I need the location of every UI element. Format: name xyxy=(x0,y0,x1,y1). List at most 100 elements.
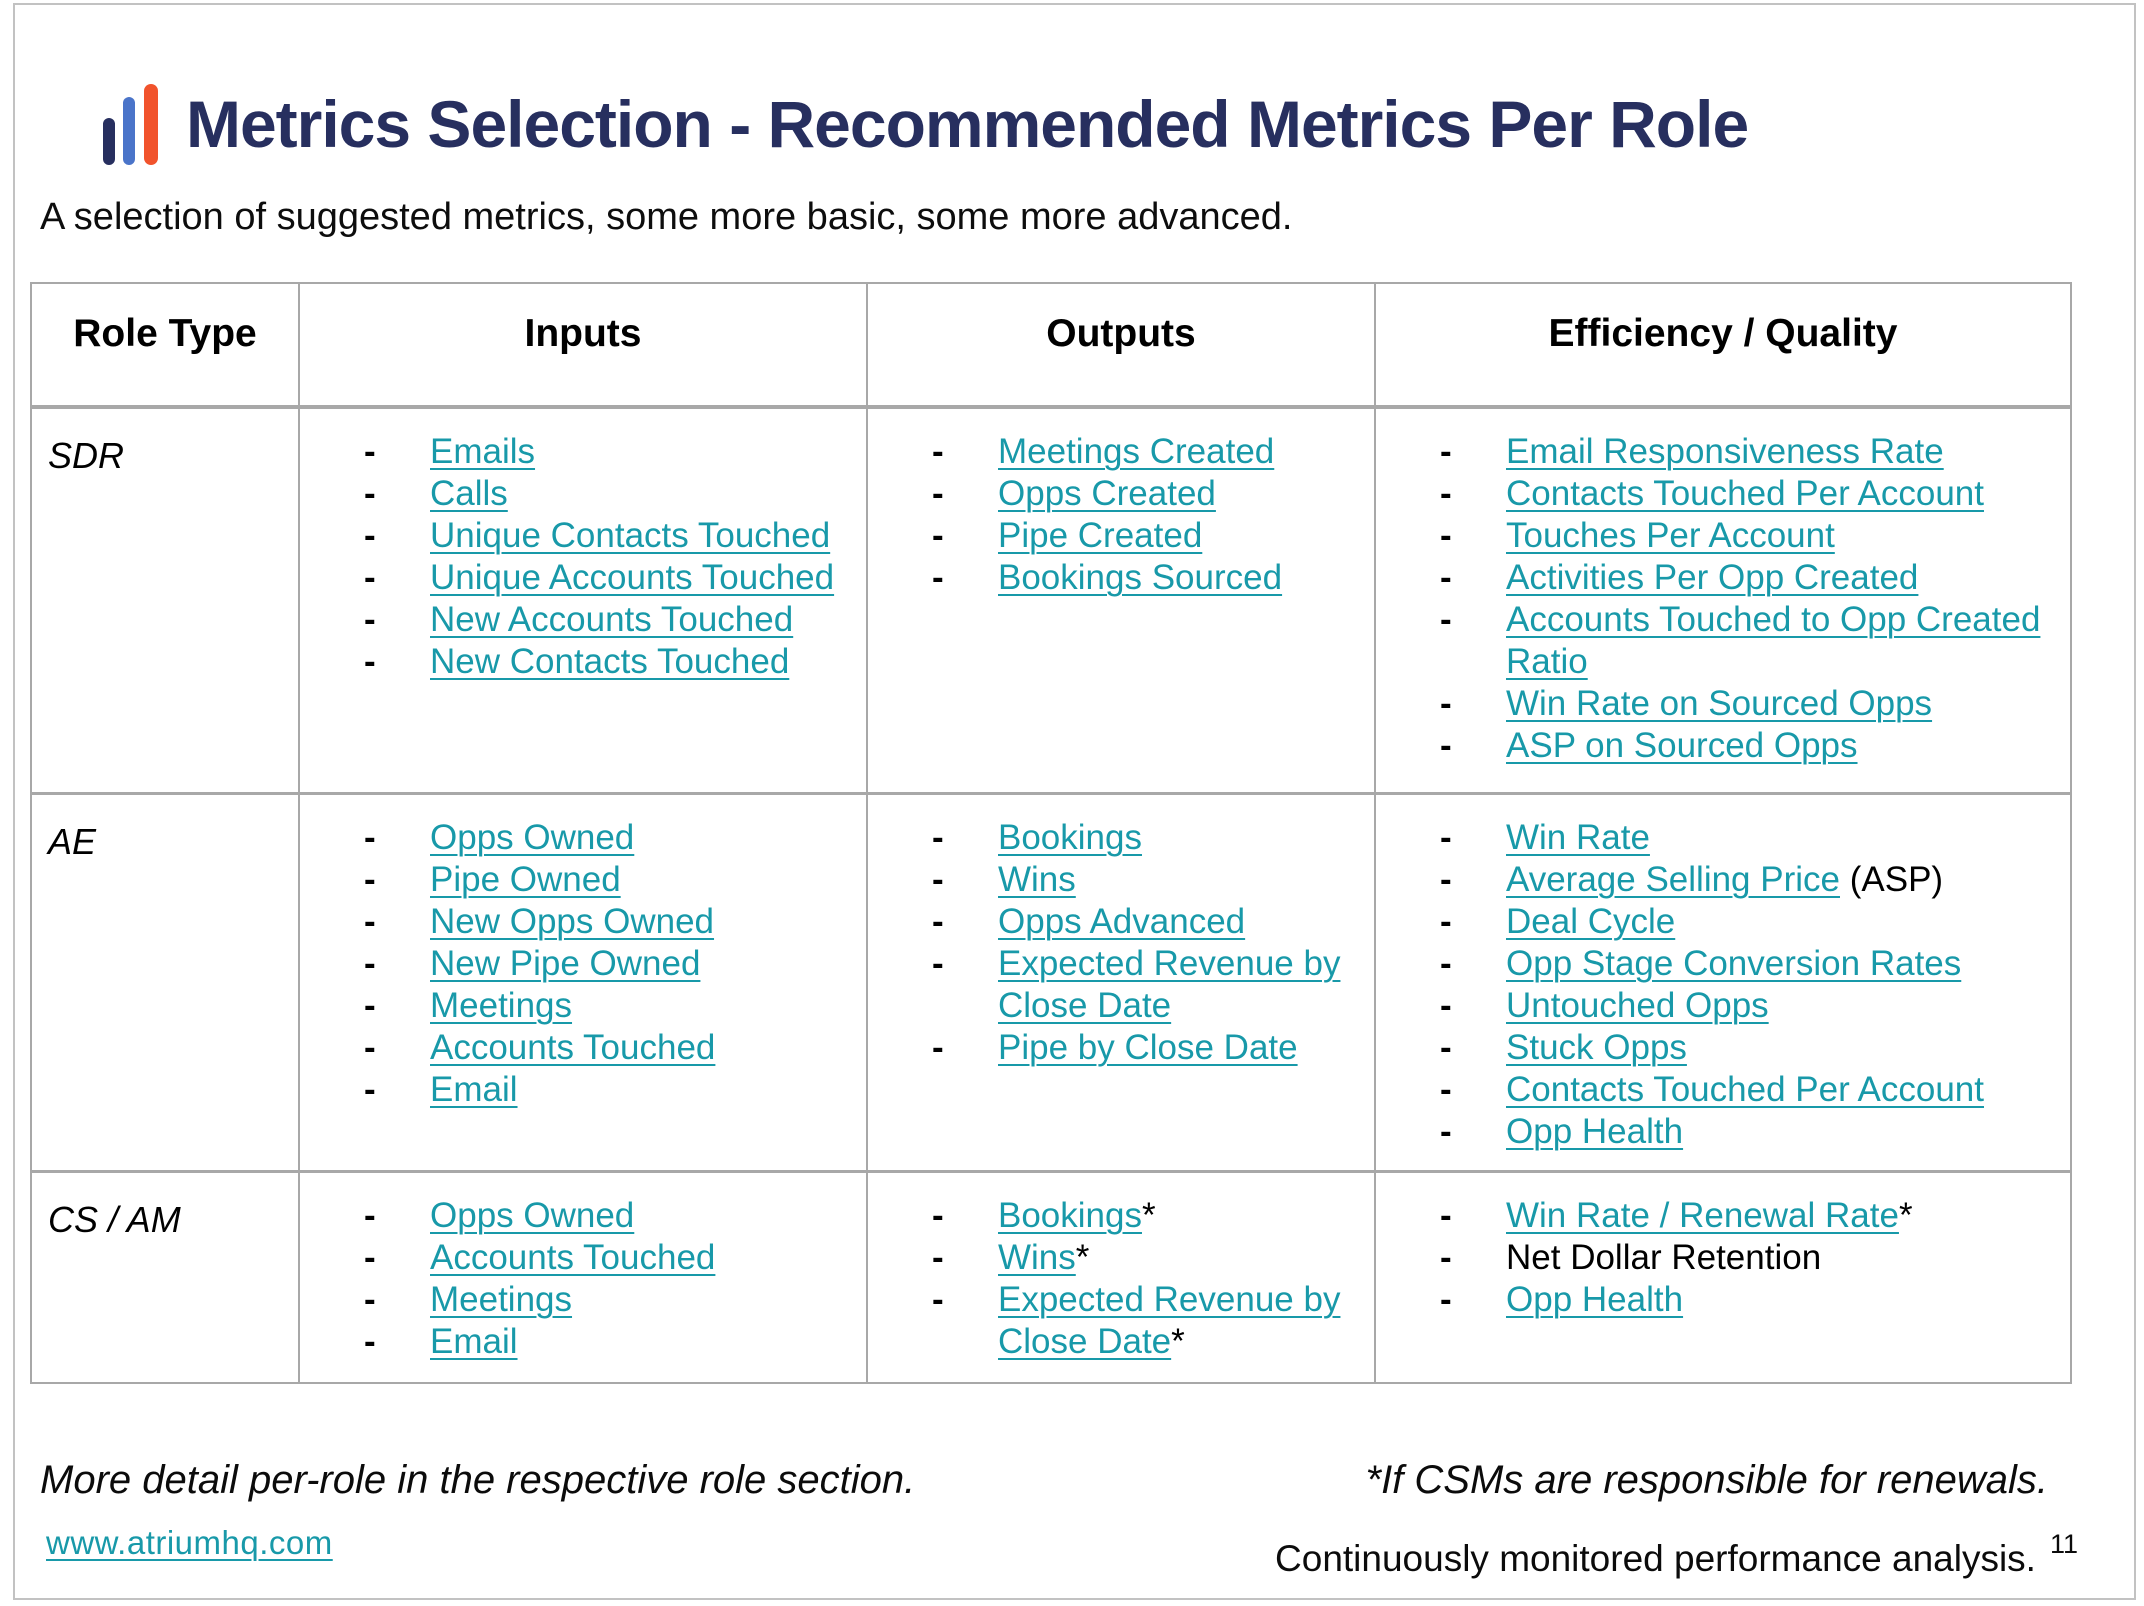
table-row: CS / AM - Opps Owned - Accounts Touched - Meet… xyxy=(30,1169,2072,1384)
metric-link[interactable]: Bookings xyxy=(998,817,1142,857)
metric-link[interactable]: Meetings xyxy=(430,985,573,1025)
bullet-dash: - xyxy=(932,432,944,471)
metric-item-text: Bookings* xyxy=(998,1195,1366,1237)
footer-right: *If CSMs are responsible for renewals. C… xyxy=(1275,1458,2078,1580)
metric-link[interactable]: Expected Revenue by Close Date xyxy=(998,943,1341,1025)
metric-link[interactable]: Bookings xyxy=(998,1195,1142,1235)
metrics-table: Role Type Inputs Outputs Efficiency / Qu… xyxy=(30,282,2072,1384)
bullet-dash: - xyxy=(932,1195,944,1235)
page-number: 11 xyxy=(2049,1529,2078,1559)
metric-link[interactable]: Touches Per Account xyxy=(1506,516,1835,555)
metric-item: - New Accounts Touched xyxy=(364,599,858,641)
metric-item-text: Pipe Owned xyxy=(430,859,858,901)
metric-link[interactable]: Email xyxy=(430,1069,518,1109)
col-header-outputs: Outputs xyxy=(866,282,1376,409)
bullet-dash: - xyxy=(1440,1237,1452,1277)
metric-link[interactable]: Opp Health xyxy=(1506,1279,1684,1319)
metric-link[interactable]: Meetings xyxy=(430,1279,573,1319)
metric-item-text: Untouched Opps xyxy=(1506,985,2062,1027)
inputs-list: - Opps Owned - Pipe Owned - New Opps Owned - Ne… xyxy=(300,795,866,1111)
metric-item: - Wins* xyxy=(932,1237,1366,1279)
metric-item: - Opp Health xyxy=(1440,1111,2062,1153)
logo-bar-navy xyxy=(103,118,115,165)
bullet-dash: - xyxy=(364,600,376,639)
footnote-analysis-text: Continuously monitored performance analy… xyxy=(1275,1538,2036,1579)
atrium-logo-icon xyxy=(103,84,163,165)
outputs-cell: - Bookings - Wins - Opps Advanced - Expected Re… xyxy=(866,791,1376,1172)
bullet-dash: - xyxy=(364,1237,376,1277)
metric-link[interactable]: Email xyxy=(430,1321,518,1361)
metric-link[interactable]: Win Rate / Renewal Rate xyxy=(1506,1195,1899,1235)
metric-link[interactable]: New Pipe Owned xyxy=(430,943,701,983)
metric-item-text: Email xyxy=(430,1069,858,1111)
metric-link[interactable]: Contacts Touched Per Account xyxy=(1506,474,1984,513)
metric-item: - Net Dollar Retention xyxy=(1440,1237,2062,1279)
metric-link[interactable]: Win Rate xyxy=(1506,817,1650,857)
footnote-renewals: *If CSMs are responsible for renewals. xyxy=(1365,1458,2049,1502)
website-link[interactable]: www.atriumhq.com xyxy=(46,1524,333,1561)
metric-link[interactable]: Opps Owned xyxy=(430,817,635,857)
metric-item-text: Meetings xyxy=(430,985,858,1027)
metric-item-text: Expected Revenue by Close Date* xyxy=(998,1279,1366,1363)
metric-link[interactable]: ASP on Sourced Opps xyxy=(1506,726,1858,765)
metric-link[interactable]: Contacts Touched Per Account xyxy=(1506,1069,1984,1109)
metric-link[interactable]: Unique Accounts Touched xyxy=(430,558,835,597)
metric-link[interactable]: Accounts Touched to Opp Created Ratio xyxy=(1506,600,2041,681)
outputs-cell: - Bookings* - Wins* - Expected Revenue by Clo… xyxy=(866,1169,1376,1384)
metric-link[interactable]: Wins xyxy=(998,1237,1076,1277)
metric-link[interactable]: Opps Advanced xyxy=(998,901,1246,941)
metric-item-text: Contacts Touched Per Account xyxy=(1506,1069,2062,1111)
metric-item: - Accounts Touched xyxy=(364,1027,858,1069)
metric-link[interactable]: Pipe Created xyxy=(998,516,1203,555)
bullet-dash: - xyxy=(932,817,944,857)
metric-link[interactable]: New Accounts Touched xyxy=(430,600,794,639)
metric-link[interactable]: Unique Contacts Touched xyxy=(430,516,831,555)
bullet-dash: - xyxy=(1440,859,1452,899)
metric-link[interactable]: Opp Stage Conversion Rates xyxy=(1506,943,1962,983)
metric-item: - Pipe Owned xyxy=(364,859,858,901)
metric-item: - New Contacts Touched xyxy=(364,641,858,683)
metric-link[interactable]: Average Selling Price xyxy=(1506,859,1840,899)
metric-link[interactable]: Win Rate on Sourced Opps xyxy=(1506,684,1933,723)
metric-link[interactable]: Opps Created xyxy=(998,474,1216,513)
metric-link[interactable]: Emails xyxy=(430,432,536,471)
metric-link[interactable]: Activities Per Opp Created xyxy=(1506,558,1919,597)
metric-link[interactable]: Opp Health xyxy=(1506,1111,1684,1151)
metric-link[interactable]: Accounts Touched xyxy=(430,1237,716,1277)
logo-bar-orange xyxy=(144,84,158,165)
col-header-role-type: Role Type xyxy=(30,282,300,409)
metric-item: - Win Rate / Renewal Rate* xyxy=(1440,1195,2062,1237)
efficiency-cell: - Win Rate - Average Selling Price (ASP) - De… xyxy=(1374,791,2072,1172)
metric-link[interactable]: Deal Cycle xyxy=(1506,901,1676,941)
metric-link[interactable]: Pipe by Close Date xyxy=(998,1027,1298,1067)
metric-link[interactable]: Bookings Sourced xyxy=(998,558,1283,597)
metric-link[interactable]: Pipe Owned xyxy=(430,859,621,899)
metric-item-text: Accounts Touched xyxy=(430,1027,858,1069)
bullet-dash: - xyxy=(364,516,376,555)
metric-link[interactable]: Expected Revenue by Close Date xyxy=(998,1279,1341,1361)
metric-item: - Stuck Opps xyxy=(1440,1027,2062,1069)
metric-link[interactable]: Stuck Opps xyxy=(1506,1027,1687,1067)
metric-link[interactable]: New Opps Owned xyxy=(430,901,715,941)
metric-link[interactable]: Calls xyxy=(430,474,508,513)
metric-item: - Contacts Touched Per Account xyxy=(1440,1069,2062,1111)
metric-link[interactable]: Accounts Touched xyxy=(430,1027,716,1067)
metric-link[interactable]: Meetings Created xyxy=(998,432,1275,471)
metric-item-text: Meetings Created xyxy=(998,431,1366,473)
metric-link[interactable]: New Contacts Touched xyxy=(430,642,790,681)
bullet-dash: - xyxy=(364,1027,376,1067)
metric-link[interactable]: Wins xyxy=(998,859,1076,899)
bullet-dash: - xyxy=(1440,817,1452,857)
bullet-dash: - xyxy=(364,1195,376,1235)
metric-item: - Wins xyxy=(932,859,1366,901)
metric-link[interactable]: Email Responsiveness Rate xyxy=(1506,432,1944,471)
metric-item-text: Contacts Touched Per Account xyxy=(1506,473,2062,515)
footnote-analysis: Continuously monitored performance analy… xyxy=(1275,1529,2078,1580)
outputs-list: - Bookings - Wins - Opps Advanced - Expected Re… xyxy=(868,795,1374,1069)
metric-item-text: Opps Owned xyxy=(430,817,858,859)
metric-link[interactable]: Untouched Opps xyxy=(1506,985,1769,1025)
col-header-efficiency-quality: Efficiency / Quality xyxy=(1374,282,2072,409)
metric-link[interactable]: Opps Owned xyxy=(430,1195,635,1235)
table-row: AE - Opps Owned - Pipe Owned - New Opps Owned -… xyxy=(30,791,2072,1172)
role-type-cell: CS / AM xyxy=(30,1169,300,1384)
